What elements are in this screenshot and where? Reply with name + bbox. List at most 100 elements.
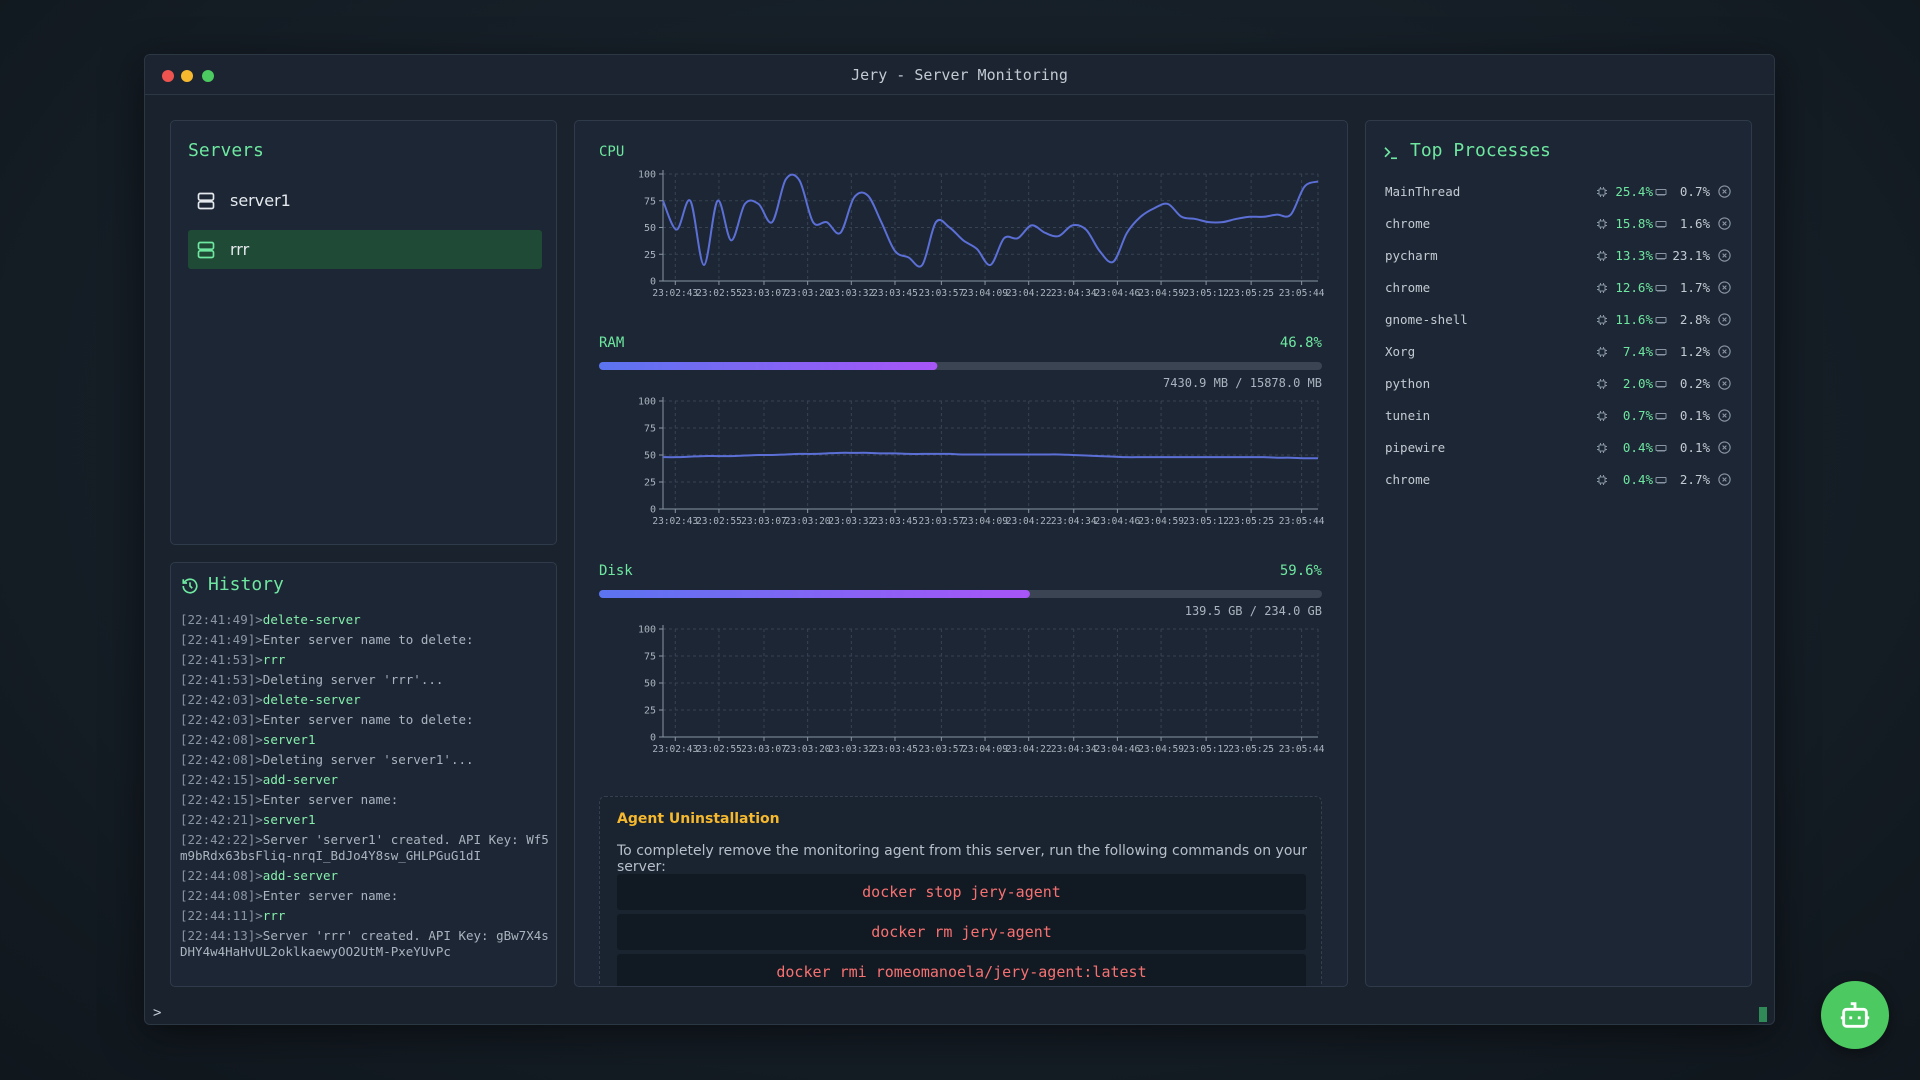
history-text: delete-server: [263, 612, 361, 627]
server-icon: [196, 240, 216, 260]
cpu-icon: [1596, 282, 1608, 294]
server-item[interactable]: rrr: [188, 230, 542, 269]
y-tick-label: 100: [638, 397, 656, 408]
x-tick-label: 23:03:07: [741, 516, 787, 527]
history-stamp: [22:41:49]>: [180, 632, 263, 647]
history-text: server1: [263, 732, 316, 747]
y-tick-label: 25: [644, 706, 656, 717]
history-text: Enter server name to delete:: [263, 632, 474, 647]
kill-button[interactable]: [1717, 344, 1732, 359]
history-stamp: [22:44:13]>: [180, 928, 263, 943]
cpu-icon: [1596, 410, 1608, 422]
x-tick-label: 23:02:55: [696, 516, 742, 527]
process-name: python: [1385, 374, 1430, 394]
mem-icon: [1655, 474, 1667, 486]
process-mem: 1.2%: [1680, 342, 1710, 362]
x-tick-label: 23:04:59: [1138, 744, 1184, 755]
process-cpu: 13.3%: [1615, 246, 1653, 266]
x-tick-label: 23:03:32: [828, 516, 874, 527]
kill-button[interactable]: [1717, 440, 1732, 455]
kill-button[interactable]: [1717, 472, 1732, 487]
process-row: pycharm13.3%23.1%: [1366, 246, 1752, 266]
metric-label: Disk: [599, 563, 633, 579]
history-text: Deleting server 'rrr'...: [263, 672, 444, 687]
command[interactable]: docker rmi romeomanoela/jery-agent:lates…: [617, 954, 1306, 987]
process-row: tunein0.7%0.1%: [1366, 406, 1752, 426]
mem-icon: [1655, 314, 1667, 326]
history-entry: [22:42:03]>Enter server name to delete:: [180, 712, 550, 728]
x-tick-label: 23:02:43: [652, 744, 698, 755]
x-tick-label: 23:03:57: [918, 516, 964, 527]
kill-button[interactable]: [1717, 248, 1732, 263]
x-tick-label: 23:03:32: [828, 744, 874, 755]
cpu-icon: [1596, 186, 1608, 198]
history-stamp: [22:41:53]>: [180, 672, 263, 687]
terminal-prompt[interactable]: >: [153, 1005, 161, 1021]
process-row: pipewire0.4%0.1%: [1366, 438, 1752, 458]
usage-text: 139.5 GB / 234.0 GB: [1185, 604, 1322, 618]
kill-button[interactable]: [1717, 312, 1732, 327]
y-tick-label: 0: [650, 733, 656, 744]
terminal-cursor: [1759, 1007, 1767, 1022]
process-mem: 1.6%: [1680, 214, 1710, 234]
kill-button[interactable]: [1717, 408, 1732, 423]
x-tick-label: 23:04:34: [1051, 744, 1097, 755]
process-row: chrome0.4%2.7%: [1366, 470, 1752, 490]
history-stamp: [22:42:15]>: [180, 772, 263, 787]
history-entry: [22:44:08]>Enter server name:: [180, 888, 550, 904]
history-text: add-server: [263, 772, 338, 787]
process-mem: 2.8%: [1680, 310, 1710, 330]
mem-icon: [1655, 282, 1667, 294]
process-cpu: 25.4%: [1615, 182, 1653, 202]
y-tick-label: 25: [644, 478, 656, 489]
kill-button[interactable]: [1717, 376, 1732, 391]
bot-icon: [1838, 998, 1872, 1032]
y-tick-label: 0: [650, 277, 656, 288]
kill-button[interactable]: [1717, 280, 1732, 295]
x-tick-label: 23:05:44: [1279, 516, 1325, 527]
process-name: chrome: [1385, 214, 1430, 234]
x-tick-label: 23:04:09: [962, 744, 1008, 755]
x-tick-label: 23:03:45: [872, 288, 918, 299]
command[interactable]: docker rm jery-agent: [617, 914, 1306, 950]
history-entry: [22:42:22]>Server 'server1' created. API…: [180, 832, 550, 864]
server-name: rrr: [230, 240, 249, 259]
x-tick-label: 23:05:12: [1183, 288, 1229, 299]
metric-label: CPU: [599, 144, 624, 160]
process-cpu: 12.6%: [1615, 278, 1653, 298]
cpu-icon: [1596, 314, 1608, 326]
history-text: rrr: [263, 652, 286, 667]
history-stamp: [22:42:08]>: [180, 752, 263, 767]
x-tick-label: 23:04:59: [1138, 516, 1184, 527]
history-entry: [22:44:13]>Server 'rrr' created. API Key…: [180, 928, 550, 960]
server-name: server1: [230, 191, 291, 210]
mem-icon: [1655, 410, 1667, 422]
history-entry: [22:42:15]>add-server: [180, 772, 550, 788]
command[interactable]: docker stop jery-agent: [617, 874, 1306, 910]
kill-button[interactable]: [1717, 184, 1732, 199]
server-item[interactable]: server1: [188, 181, 542, 220]
data-line: [663, 175, 1318, 267]
mem-icon: [1655, 250, 1667, 262]
kill-button[interactable]: [1717, 216, 1732, 231]
usage-bar: [599, 362, 937, 370]
y-tick-label: 75: [644, 196, 656, 207]
x-tick-label: 23:03:45: [872, 744, 918, 755]
history-log: [22:41:49]>delete-server[22:41:49]>Enter…: [180, 612, 550, 964]
process-row: python2.0%0.2%: [1366, 374, 1752, 394]
history-stamp: [22:41:49]>: [180, 612, 263, 627]
x-tick-label: 23:03:20: [785, 288, 831, 299]
metric-percent: 59.6%: [1280, 563, 1323, 579]
history-text: rrr: [263, 908, 286, 923]
x-tick-label: 23:05:44: [1279, 288, 1325, 299]
x-tick-label: 23:03:07: [741, 744, 787, 755]
x-tick-label: 23:02:55: [696, 288, 742, 299]
process-name: Xorg: [1385, 342, 1415, 362]
x-tick-label: 23:04:34: [1051, 516, 1097, 527]
process-cpu: 0.4%: [1623, 438, 1653, 458]
assistant-button[interactable]: [1821, 981, 1889, 1049]
terminal-icon: [1382, 144, 1400, 162]
x-tick-label: 23:04:46: [1095, 288, 1141, 299]
history-entry: [22:41:49]>Enter server name to delete:: [180, 632, 550, 648]
